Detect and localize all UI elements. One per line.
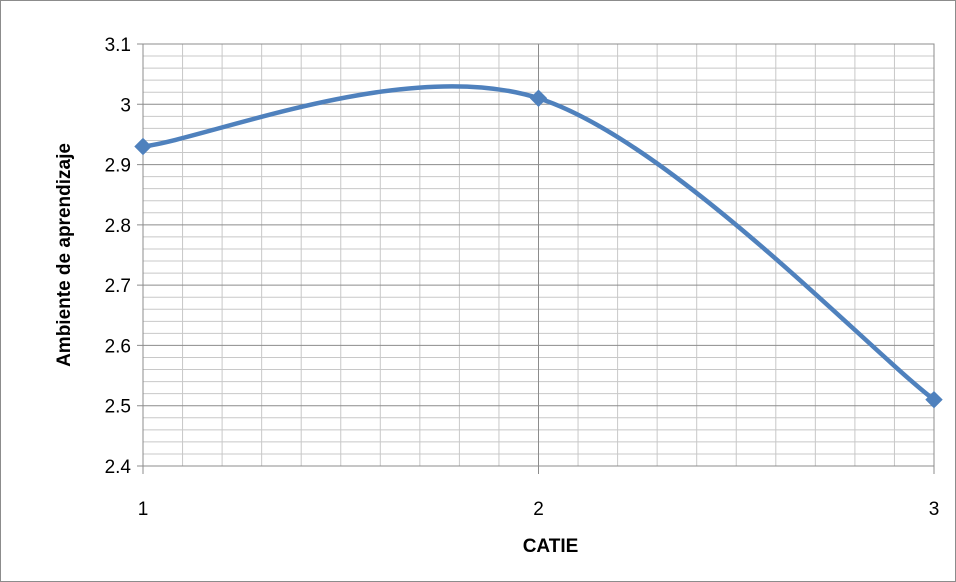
y-tick-label: 3: [120, 95, 131, 116]
y-tick-label: 2.9: [105, 156, 131, 177]
y-axis-title: Ambiente de aprendizaje: [54, 143, 75, 367]
y-tick-label: 2.6: [105, 336, 131, 357]
plot-border: [142, 43, 935, 467]
x-tick-label: 1: [138, 499, 149, 520]
x-tick-label: 3: [929, 499, 940, 520]
data-point-marker: [134, 137, 152, 156]
tick-labels: 2.4 2.5 2.6 2.7 2.8 2.9 3 3.1 1 2 3: [105, 35, 940, 520]
y-tick-label: 2.5: [105, 397, 131, 418]
series-group: [134, 84, 943, 409]
y-tick-label: 3.1: [105, 35, 131, 56]
axes: [142, 43, 935, 467]
data-point-marker: [529, 89, 548, 107]
major-gridlines: [137, 43, 935, 474]
x-tick-label: 2: [533, 499, 544, 520]
y-tick-label: 2.7: [105, 276, 131, 297]
y-tick-label: 2.4: [105, 457, 132, 478]
data-point-marker: [925, 390, 943, 409]
y-tick-label: 2.8: [105, 216, 131, 237]
x-axis-title: CATIE: [523, 536, 579, 557]
